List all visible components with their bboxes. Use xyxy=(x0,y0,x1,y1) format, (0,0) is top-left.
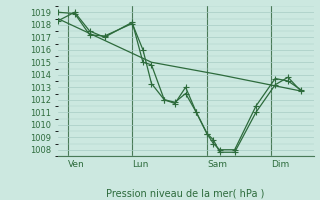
Text: Ven: Ven xyxy=(68,160,85,169)
Text: Pression niveau de la mer( hPa ): Pression niveau de la mer( hPa ) xyxy=(107,189,265,199)
Text: Dim: Dim xyxy=(271,160,289,169)
Text: Lun: Lun xyxy=(132,160,149,169)
Text: Sam: Sam xyxy=(207,160,227,169)
